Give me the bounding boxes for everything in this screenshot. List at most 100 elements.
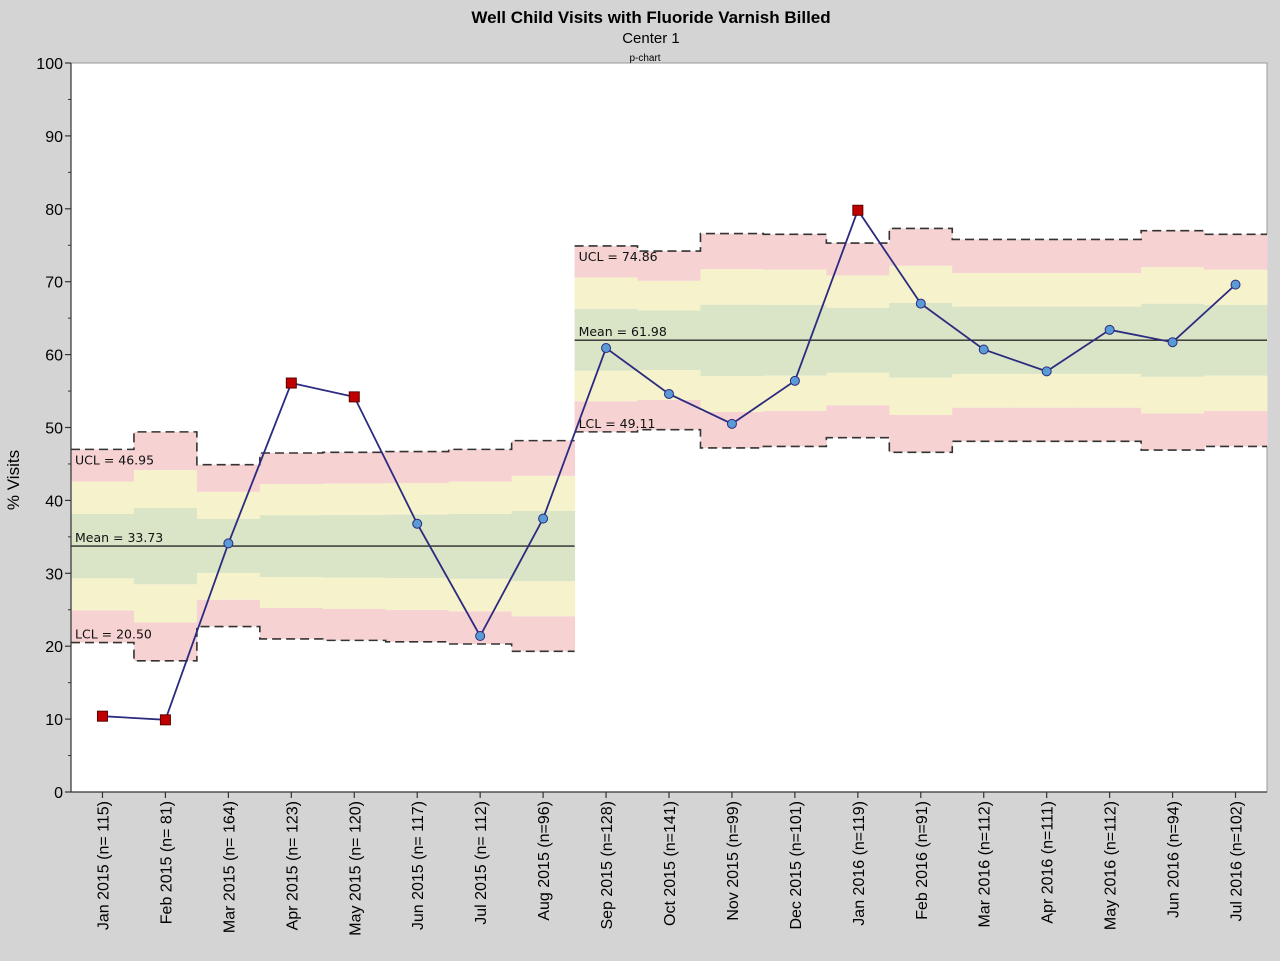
zone-band <box>259 484 324 516</box>
x-tick-label: Dec 2015 (n=101) <box>788 801 805 930</box>
zone-band <box>889 228 953 266</box>
zone-band <box>259 546 324 578</box>
zone-band <box>71 449 135 482</box>
x-tick-label: Sep 2015 (n=128) <box>599 801 616 930</box>
y-tick-label: 0 <box>54 785 63 802</box>
zone-band <box>385 451 450 484</box>
data-point-out-of-control <box>348 391 360 403</box>
zone-band <box>574 277 639 309</box>
x-tick-label: Feb 2015 (n= 81) <box>158 801 175 924</box>
zone-band <box>133 508 198 547</box>
y-tick-label: 20 <box>45 639 63 656</box>
x-tick-label: May 2015 (n= 120) <box>347 801 364 936</box>
zone-band <box>763 234 827 270</box>
zone-band <box>133 469 198 509</box>
data-point <box>1167 337 1178 348</box>
zone-band <box>1015 273 1079 307</box>
zone-band <box>763 269 827 305</box>
zone-band <box>1078 407 1142 442</box>
ucl-line <box>574 227 1267 252</box>
data-point <box>223 538 234 549</box>
zone-band <box>952 239 1016 274</box>
zone-band <box>1015 239 1079 274</box>
zone-band <box>511 616 576 652</box>
zone-band <box>1204 234 1268 270</box>
zone-band <box>889 377 953 415</box>
zone-band <box>952 407 1016 442</box>
y-tick-label: 90 <box>45 129 63 146</box>
data-point-out-of-control <box>285 377 297 389</box>
zone-band <box>133 584 198 623</box>
zone-band <box>71 610 135 643</box>
zone-band <box>700 411 764 448</box>
zone-band <box>1015 306 1079 341</box>
x-tick-label: Jul 2016 (n=102) <box>1229 801 1246 922</box>
zone-band <box>1078 239 1142 274</box>
control-zones <box>71 228 1268 661</box>
zone-band <box>322 483 387 515</box>
zone-band <box>196 572 261 600</box>
lcl-line <box>574 428 1267 454</box>
zone-band <box>574 308 639 341</box>
zone-band <box>322 577 387 609</box>
y-tick-label: 50 <box>45 421 63 438</box>
data-point <box>915 298 926 309</box>
mean-lines <box>71 339 1267 547</box>
y-tick-label: 40 <box>45 493 63 510</box>
zone-band <box>448 481 513 514</box>
zone-band <box>385 483 450 515</box>
zone-band <box>700 340 764 377</box>
zone-band <box>1141 267 1205 304</box>
data-point-out-of-control <box>96 710 108 722</box>
limit-annotations: UCL = 46.95 Mean = 33.73 LCL = 20.50 UCL = … <box>75 249 667 642</box>
zone-band <box>259 607 324 639</box>
x-tick-label: Jun 2015 (n= 117) <box>410 801 427 930</box>
zone-band <box>322 514 387 547</box>
zone-band <box>322 452 387 484</box>
x-tick-label: Jul 2015 (n= 112) <box>473 801 490 925</box>
zone-band <box>952 373 1016 408</box>
ucl-label: UCL = 74.86 <box>579 249 658 264</box>
zone-band <box>700 233 764 270</box>
zone-band <box>637 310 701 341</box>
chart-subtitle: Center 1 <box>622 30 680 47</box>
data-point <box>1230 279 1241 290</box>
control-limits <box>71 227 1267 662</box>
data-point-out-of-control <box>852 204 864 216</box>
zone-band <box>322 546 387 578</box>
zone-band <box>1078 273 1142 307</box>
zone-band <box>196 546 261 573</box>
zone-band <box>511 475 576 511</box>
x-tick-label: Mar 2016 (n=112) <box>977 801 994 927</box>
zone-band <box>574 245 639 278</box>
zone-band <box>259 453 324 485</box>
zone-band <box>259 515 324 547</box>
zone-band <box>637 340 701 371</box>
zone-band <box>952 306 1016 341</box>
x-tick-label: Apr 2016 (n=111) <box>1040 801 1057 924</box>
zone-band <box>259 577 324 608</box>
x-tick-label: Oct 2015 (n=141) <box>662 801 679 926</box>
zone-band <box>71 481 135 514</box>
zone-band <box>826 307 890 341</box>
zone-band <box>574 370 639 402</box>
mean-label: Mean = 33.73 <box>75 530 163 545</box>
zone-band <box>511 546 576 582</box>
zone-band <box>826 372 890 406</box>
x-tick-label: Apr 2015 (n= 123) <box>284 801 301 930</box>
y-tick-label: 60 <box>45 348 63 365</box>
zone-band <box>889 302 953 341</box>
zone-band <box>1078 340 1142 374</box>
zone-band <box>637 280 701 311</box>
zone-band <box>1204 375 1268 412</box>
lcl-label: LCL = 49.11 <box>579 416 656 431</box>
data-point <box>789 375 800 386</box>
zone-band <box>700 304 764 341</box>
data-point <box>475 630 486 641</box>
y-tick-label: 100 <box>36 56 63 73</box>
zone-band <box>1141 376 1205 414</box>
ucl-line <box>71 431 575 466</box>
x-tick-label: May 2016 (n=112) <box>1103 801 1120 930</box>
data-point <box>412 518 423 529</box>
zone-band <box>826 340 890 373</box>
